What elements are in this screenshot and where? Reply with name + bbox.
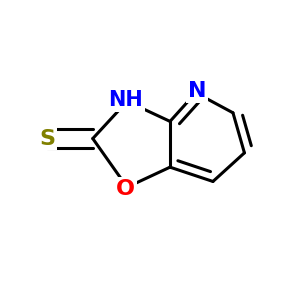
Text: N: N xyxy=(188,81,206,101)
Text: NH: NH xyxy=(108,90,143,110)
Text: S: S xyxy=(39,129,55,148)
Text: O: O xyxy=(116,178,135,199)
